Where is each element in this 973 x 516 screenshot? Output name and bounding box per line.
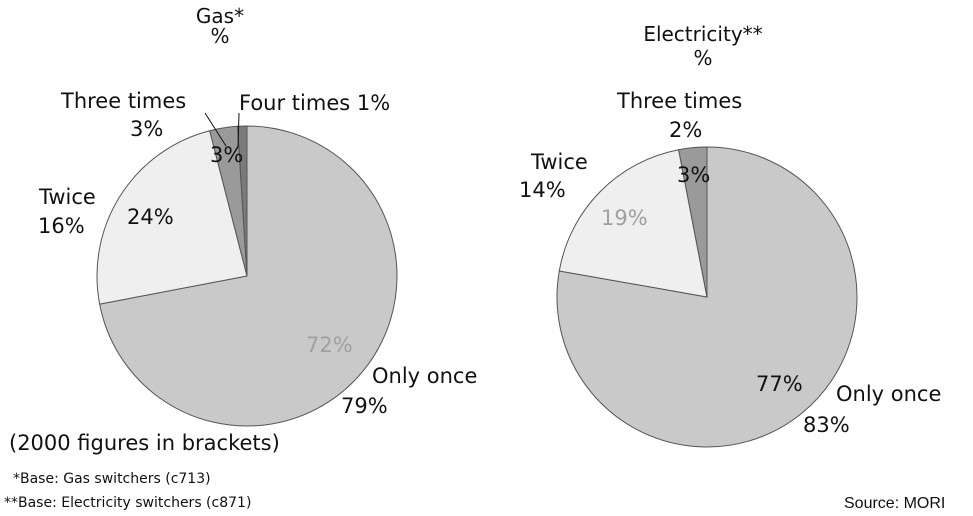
gas-unit: %	[210, 24, 230, 48]
base-electricity-note: **Base: Electricity switchers (c871)	[4, 495, 252, 511]
gas-pie	[96, 125, 398, 427]
gas-callout-three-times: Three times	[61, 89, 187, 113]
electricity-callout-three-times-prev: 2%	[669, 118, 703, 142]
electricity-value-label-only-once: 77%	[756, 372, 803, 396]
gas-value-label-only-once: 72%	[306, 333, 353, 357]
leader-line	[237, 112, 240, 147]
gas-callout-three-times-prev: 3%	[130, 117, 164, 141]
leader-lines	[204, 112, 240, 147]
source-note: Source: MORI	[844, 495, 946, 512]
leader-line	[204, 112, 227, 147]
slice-twice	[558, 149, 708, 298]
electricity-pie	[556, 146, 858, 448]
gas-value-label-three-times: 3%	[210, 143, 244, 167]
electricity-title: Electricity**	[643, 22, 763, 46]
electricity-callout-twice: Twice	[531, 150, 588, 174]
slice-four-times	[237, 125, 248, 277]
gas-callout-four-times: Four times 1%	[239, 91, 391, 115]
electricity-value-label-twice: 19%	[601, 206, 648, 230]
electricity-callout-twice-prev: 14%	[519, 178, 566, 202]
gas-callout-only-once: Only once	[372, 364, 478, 388]
brackets-note: (2000 figures in brackets)	[9, 431, 280, 455]
base-gas-note: *Base: Gas switchers (c713)	[13, 471, 211, 487]
electricity-unit: %	[693, 46, 713, 70]
slice-three-times	[678, 146, 708, 298]
electricity-callout-only-once: Only once	[836, 382, 942, 406]
gas-callout-twice: Twice	[39, 185, 96, 209]
slice-twice	[96, 130, 248, 305]
electricity-value-label-three-times: 3%	[677, 163, 711, 187]
gas-value-label-twice: 24%	[127, 205, 174, 229]
gas-callout-only-once-prev: 79%	[341, 394, 388, 418]
gas-title: Gas*	[195, 4, 245, 28]
electricity-callout-three-times: Three times	[617, 89, 743, 113]
electricity-callout-only-once-prev: 83%	[803, 413, 850, 437]
gas-callout-twice-prev: 16%	[38, 214, 85, 238]
slice-only-once	[99, 125, 398, 427]
